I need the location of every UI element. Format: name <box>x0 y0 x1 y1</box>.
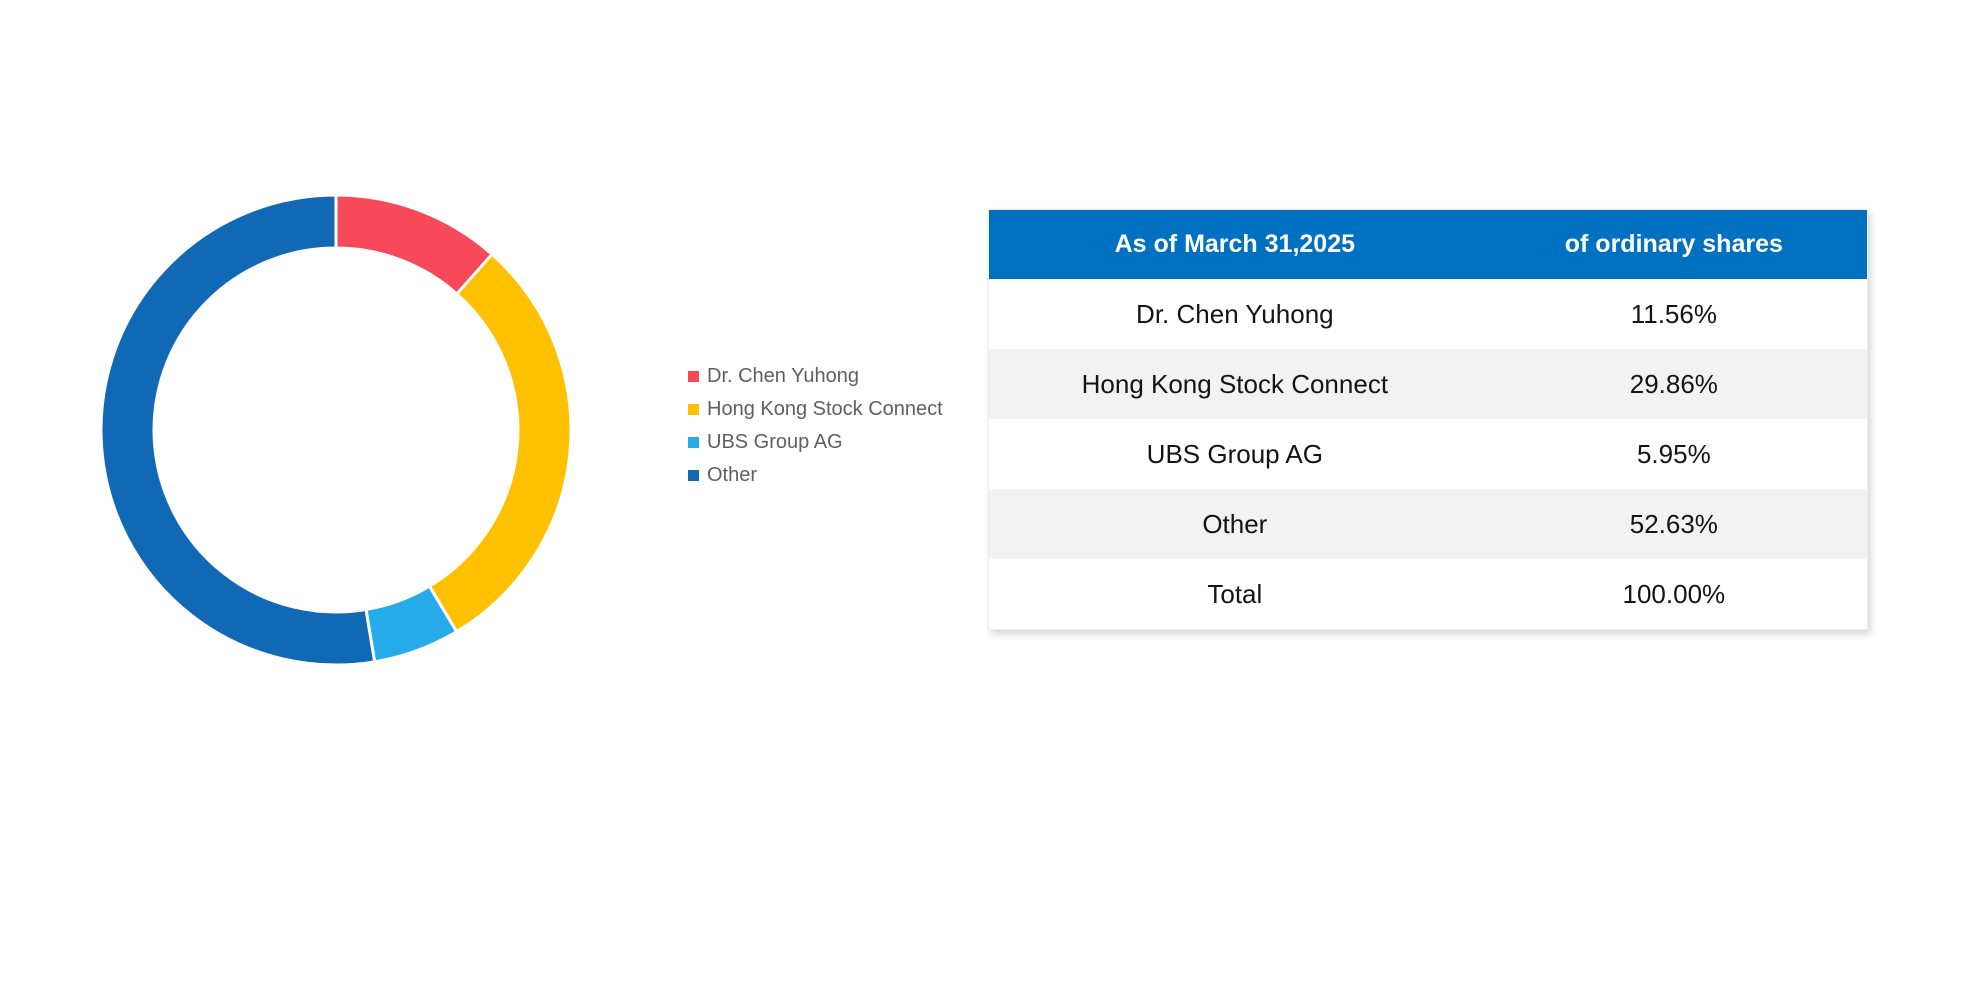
chart-legend: Dr. Chen Yuhong Hong Kong Stock Connect UB… <box>688 360 943 492</box>
table-row-ubs-group-ag: UBS Group AG 5.95% <box>989 419 1867 489</box>
legend-swatch-icon <box>688 371 699 382</box>
shareholder-percentage-cell: 5.95% <box>1636 438 1711 469</box>
legend-label: Dr. Chen Yuhong <box>707 365 859 387</box>
table-row-dr-chen-yuhong: Dr. Chen Yuhong 11.56% <box>989 279 1867 349</box>
shareholder-name-cell: Dr. Chen Yuhong <box>1136 298 1334 329</box>
table-row-other: Other 52.63% <box>989 489 1867 559</box>
donut-slice-other[interactable] <box>100 194 377 666</box>
legend-item-hong-kong-stock-connect[interactable]: Hong Kong Stock Connect <box>688 393 943 426</box>
shareholders-table: As of March 31,2025 of ordinary shares D… <box>988 209 1868 630</box>
donut-chart <box>100 194 572 666</box>
legend-item-dr-chen-yuhong[interactable]: Dr. Chen Yuhong <box>688 360 943 393</box>
shareholder-name-cell: Other <box>1202 508 1268 539</box>
legend-label: Hong Kong Stock Connect <box>707 398 943 420</box>
table-header-date: As of March 31,2025 <box>989 210 1481 279</box>
table-header-row: As of March 31,2025 of ordinary shares <box>989 210 1867 279</box>
legend-swatch-icon <box>688 470 699 481</box>
shareholder-percentage-cell: 29.86% <box>1629 368 1718 399</box>
legend-item-other[interactable]: Other <box>688 459 943 492</box>
table-row-total: Total 100.00% <box>989 559 1867 629</box>
shareholders-table-grid: As of March 31,2025 of ordinary shares D… <box>989 210 1867 629</box>
shareholder-percentage-cell: 11.56% <box>1630 298 1717 329</box>
legend-swatch-icon <box>688 404 699 415</box>
legend-item-ubs-group-ag[interactable]: UBS Group AG <box>688 426 943 459</box>
donut-slice-hong-kong-stock-connect[interactable] <box>427 252 572 634</box>
table-header-shares: of ordinary shares <box>1480 210 1867 279</box>
shareholder-percentage-cell: 100.00% <box>1622 578 1726 609</box>
legend-label: Other <box>707 464 758 486</box>
shareholder-name-cell: Hong Kong Stock Connect <box>1081 368 1389 399</box>
shareholder-name-cell: Total <box>1207 578 1263 609</box>
legend-label: UBS Group AG <box>707 431 843 453</box>
shareholder-percentage-cell: 52.63% <box>1629 508 1718 539</box>
shareholder-name-cell: UBS Group AG <box>1146 438 1323 469</box>
legend-swatch-icon <box>688 437 699 448</box>
table-row-hong-kong-stock-connect: Hong Kong Stock Connect 29.86% <box>989 349 1867 419</box>
